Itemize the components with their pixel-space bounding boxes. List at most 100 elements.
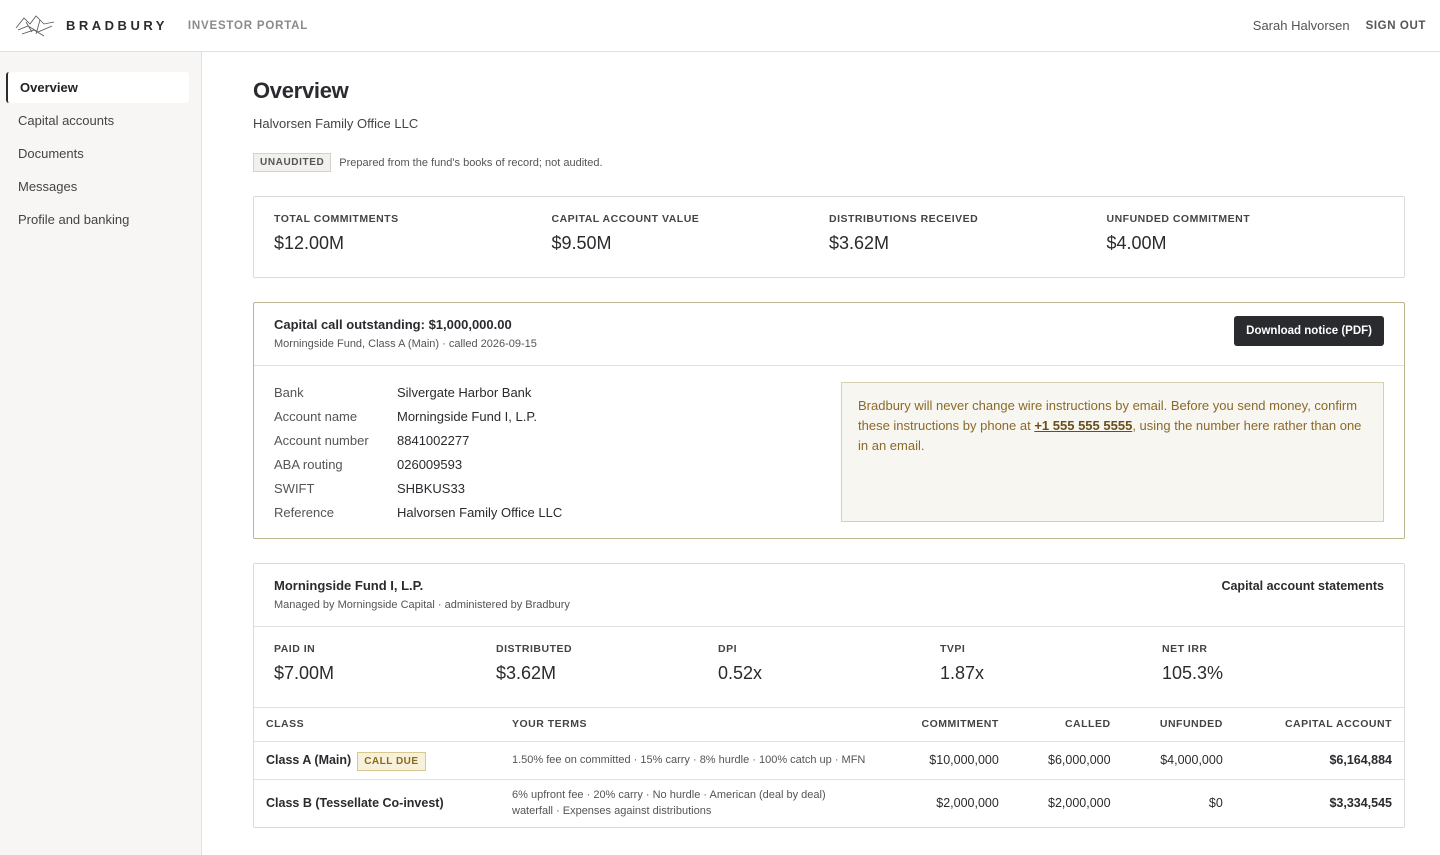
stat-value: $12.00M	[274, 233, 345, 253]
wire-label: Account name	[274, 408, 358, 424]
column-header: CAPITAL ACCOUNT	[1234, 708, 1404, 742]
warning-text: , using the number here rather than one …	[858, 418, 1362, 453]
stat-label: TOTAL COMMITMENTS	[274, 213, 399, 225]
stat-label: DISTRIBUTIONS RECEIVED	[829, 213, 979, 225]
wire-label: SWIFT	[274, 480, 315, 496]
stat-label: TVPI	[940, 643, 966, 655]
capital-account-cell: $6,164,884	[1234, 741, 1404, 780]
class-table: CLASS YOUR TERMS COMMITMENT CALLED UNFUNDED C…	[254, 708, 1404, 827]
called-cell: $6,000,000	[1010, 741, 1123, 780]
badge: UNAUDITED	[253, 153, 332, 172]
stat-value: $3.62M	[496, 663, 557, 683]
wire-value: 026009593	[397, 456, 463, 472]
unfunded-cell: $0	[1208, 796, 1223, 811]
wire-label: Reference	[274, 504, 334, 520]
column-header: YOUR TERMS	[500, 708, 880, 742]
table-row: Class B (Tessellate Co-invest) 6% upfront…	[254, 779, 1404, 827]
download-button[interactable]: Download notice (PDF)	[1234, 316, 1384, 346]
stat-value: 1.87x	[940, 663, 985, 683]
stat-value: 105.3%	[1162, 663, 1224, 683]
stat: TVPI 1.87x	[940, 643, 1162, 691]
subtitle: Halvorsen Family Office LLC	[253, 116, 419, 131]
call-due-badge: CALL DUE	[357, 752, 426, 771]
stat: DISTRIBUTIONS RECEIVED $3.62M	[829, 213, 1107, 261]
stat: TOTAL COMMITMENTS $12.00M	[274, 213, 552, 261]
call-body: Bank Silvergate Harbor Bank Account name Mo…	[254, 366, 1404, 538]
class-cell: Class B (Tessellate Co-invest)	[254, 779, 500, 827]
summary: TOTAL COMMITMENTS $12.00M CAPITAL ACCOUNT …	[253, 196, 1405, 278]
nav-item[interactable]: Messages	[18, 179, 78, 194]
wire-row: Bank Silvergate Harbor Bank	[274, 380, 841, 404]
statements-link[interactable]: Capital account statements	[1221, 579, 1384, 593]
wire-value: 8841002277	[397, 432, 470, 448]
portal-label: INVESTOR PORTAL	[187, 19, 309, 32]
stat-value: $3.62M	[829, 233, 890, 253]
capital-account-cell: $3,334,545	[1329, 796, 1392, 811]
call-title: Capital call outstanding: $1,000,000.00	[274, 317, 512, 332]
stat-value: $7.00M	[274, 663, 335, 683]
user-name: Sarah Halvorsen	[1252, 18, 1350, 33]
wire-row: ABA routing 026009593	[274, 452, 841, 476]
column-header: COMMITMENT	[880, 708, 1011, 742]
capital-call: Capital call outstanding: $1,000,000.00 …	[253, 302, 1405, 539]
stat: DPI 0.52x	[718, 643, 940, 691]
wire-details: Bank Silvergate Harbor Bank Account name Mo…	[274, 380, 841, 524]
fund-metrics: PAID IN $7.00M DISTRIBUTED $3.62M DPI 0.52x TV…	[254, 627, 1404, 708]
stat-value: 0.52x	[718, 663, 763, 683]
stat-value: $4.00M	[1106, 233, 1167, 253]
wire-value: Silvergate Harbor Bank	[397, 384, 532, 400]
top-bar: BRADBURY INVESTOR PORTAL Sarah Halvorsen…	[0, 0, 1440, 52]
nav-item[interactable]: Overview	[6, 72, 189, 103]
stat: DISTRIBUTED $3.62M	[496, 643, 718, 691]
stat-label: CAPITAL ACCOUNT VALUE	[551, 213, 700, 225]
table-header: CLASS YOUR TERMS COMMITMENT CALLED UNFUNDED C…	[254, 708, 1404, 742]
note-text: Prepared from the fund's books of record…	[339, 156, 603, 169]
stat-label: DISTRIBUTED	[496, 643, 573, 655]
wire-label: Bank	[274, 384, 304, 400]
page-title: Overview	[253, 78, 349, 103]
main: Overview Halvorsen Family Office LLC UNA…	[253, 52, 1405, 828]
nav-item[interactable]: Capital accounts	[18, 113, 115, 128]
stat: UNFUNDED COMMITMENT $4.00M	[1107, 213, 1385, 261]
class-name: Class A (Main)	[266, 753, 352, 767]
wire-value: Halvorsen Family Office LLC	[397, 504, 563, 520]
wire-value: Morningside Fund I, L.P.	[397, 408, 537, 424]
fund-card: Morningside Fund I, L.P. Managed by Morn…	[253, 563, 1405, 828]
stat-label: NET IRR	[1162, 643, 1208, 655]
wire-value: SHBKUS33	[397, 480, 465, 496]
audit-note: UNAUDITED Prepared from the fund's books …	[253, 153, 1405, 172]
logo	[15, 14, 55, 36]
column-header: UNFUNDED	[1122, 708, 1235, 742]
wire-row: Account name Morningside Fund I, L.P.	[274, 404, 841, 428]
sign-out[interactable]: SIGN OUT	[1365, 19, 1426, 32]
stat: PAID IN $7.00M	[274, 643, 496, 691]
stat: NET IRR 105.3%	[1162, 643, 1384, 691]
terms-cell: 6% upfront fee · 20% carry · No hurdle ·…	[512, 789, 826, 818]
class-name: Class B (Tessellate Co-invest)	[266, 796, 444, 811]
fund-name: Morningside Fund I, L.P.	[274, 578, 424, 593]
class-cell: Class A (Main) CALL DUE	[254, 741, 500, 780]
column-header: CALLED	[1010, 708, 1123, 742]
wire-row: Account number 8841002277	[274, 428, 841, 452]
call-meta: Morningside Fund, Class A (Main) · calle…	[274, 338, 537, 350]
wire-row: SWIFT SHBKUS33	[274, 476, 841, 500]
wire-label: ABA routing	[274, 456, 343, 472]
stat-label: DPI	[718, 643, 738, 655]
nav-item[interactable]: Profile and banking	[18, 212, 130, 227]
commitment-cell: $10,000,000	[880, 741, 1011, 780]
wire-warning: Bradbury will never change wire instruct…	[841, 382, 1384, 522]
fund-header: Morningside Fund I, L.P. Managed by Morn…	[254, 564, 1404, 627]
wire-row: Reference Halvorsen Family Office LLC	[274, 500, 841, 524]
nav-item[interactable]: Documents	[18, 146, 84, 161]
column-header: CLASS	[254, 708, 500, 742]
sidebar: Overview Capital accounts Documents Message…	[0, 52, 202, 855]
phone-link[interactable]: +1 555 555 5555	[1034, 418, 1133, 433]
terms-cell: 1.50% fee on committed · 15% carry · 8% …	[500, 741, 880, 780]
warning-text: Bradbury will never change wire instruct…	[858, 398, 1358, 433]
stat-label: UNFUNDED COMMITMENT	[1106, 213, 1251, 225]
table-body: Class A (Main) CALL DUE 1.50% fee on commi…	[254, 741, 1404, 827]
table-row: Class A (Main) CALL DUE 1.50% fee on commi…	[254, 741, 1404, 780]
stat-label: PAID IN	[274, 643, 316, 655]
